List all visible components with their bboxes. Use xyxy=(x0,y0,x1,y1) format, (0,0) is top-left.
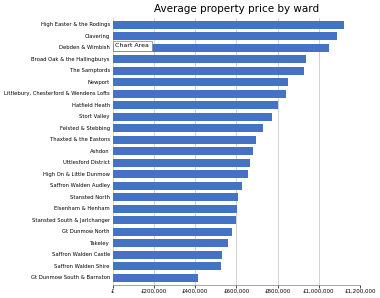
Bar xyxy=(113,124,263,132)
Bar xyxy=(113,136,256,144)
Bar xyxy=(113,239,228,247)
Bar xyxy=(113,274,198,282)
Bar xyxy=(113,147,253,155)
Bar xyxy=(113,67,304,75)
Bar xyxy=(113,101,278,109)
Bar xyxy=(113,159,250,167)
Bar xyxy=(113,193,239,201)
Title: Average property price by ward: Average property price by ward xyxy=(154,4,319,14)
Bar xyxy=(113,182,242,190)
Bar xyxy=(113,90,286,98)
Bar xyxy=(113,228,232,236)
Bar xyxy=(113,262,221,270)
Bar xyxy=(113,216,236,224)
Text: Chart Area: Chart Area xyxy=(115,43,149,48)
Bar xyxy=(113,55,307,63)
Bar xyxy=(113,21,344,29)
Bar xyxy=(113,251,222,259)
Bar xyxy=(113,44,329,52)
Bar xyxy=(113,78,288,86)
Bar xyxy=(113,32,337,40)
Bar xyxy=(113,205,238,213)
Bar xyxy=(113,113,272,121)
Bar xyxy=(113,170,248,178)
